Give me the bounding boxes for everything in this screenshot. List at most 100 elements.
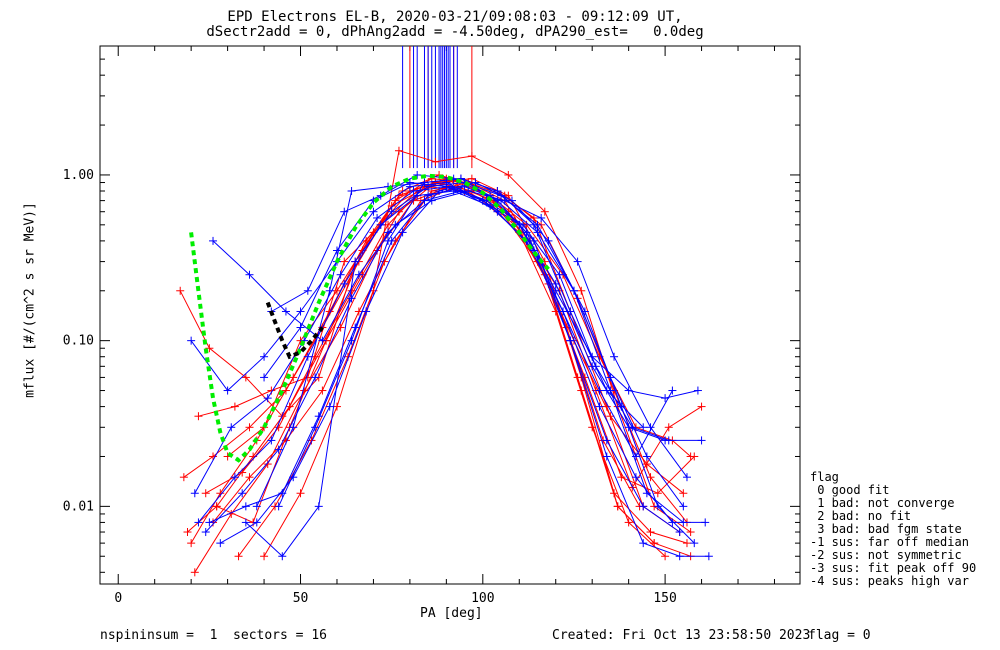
legend-item: -2 sus: not symmetric — [810, 548, 962, 562]
data-series-line — [263, 150, 691, 557]
data-point — [245, 423, 254, 432]
data-point — [267, 436, 276, 445]
data-point — [537, 213, 546, 222]
data-point — [209, 236, 218, 245]
legend-title: flag — [810, 470, 839, 484]
data-series-line — [220, 181, 695, 544]
data-series-line — [216, 178, 655, 544]
data-point — [252, 502, 261, 511]
data-point — [424, 182, 433, 191]
vertical-lines — [402, 46, 473, 169]
data-point — [245, 473, 254, 482]
data-series-line — [271, 174, 673, 458]
data-point — [263, 394, 272, 403]
data-point — [661, 552, 670, 561]
data-point — [573, 257, 582, 266]
data-point — [639, 423, 648, 432]
data-point — [682, 539, 691, 548]
data-point — [252, 518, 261, 527]
data-point — [216, 539, 225, 548]
data-point — [507, 196, 516, 205]
data-point — [555, 270, 564, 279]
fit-curve — [265, 301, 324, 360]
data-point — [347, 294, 356, 303]
data-point — [325, 286, 334, 295]
data-point — [336, 270, 345, 279]
data-point — [551, 279, 560, 288]
y-tick-label: 0.01 — [63, 499, 94, 514]
data-point — [187, 336, 196, 345]
data-point — [241, 518, 250, 527]
data-point — [234, 552, 243, 561]
data-point — [332, 402, 341, 411]
data-point — [668, 518, 677, 527]
data-point — [610, 352, 619, 361]
data-series-line — [198, 190, 706, 523]
data-point — [668, 386, 677, 395]
data-point — [679, 489, 688, 498]
data-point — [278, 552, 287, 561]
y-tick-label: 0.10 — [63, 334, 94, 349]
data-point — [435, 187, 444, 196]
data-point — [602, 452, 611, 461]
data-point — [420, 178, 429, 187]
data-point — [449, 187, 458, 196]
data-series-line — [278, 178, 680, 533]
data-point — [387, 207, 396, 216]
data-point — [201, 528, 210, 537]
data-point — [190, 568, 199, 577]
data-point — [679, 518, 688, 527]
data-series-line — [198, 180, 691, 457]
data-series-line — [194, 186, 702, 494]
data-point — [686, 452, 695, 461]
data-point — [190, 489, 199, 498]
data-point — [529, 236, 538, 245]
data-point — [274, 445, 283, 454]
data-point — [675, 528, 684, 537]
data-point — [347, 187, 356, 196]
data-point — [595, 386, 604, 395]
x-tick-label: 150 — [653, 591, 676, 606]
data-point — [529, 220, 538, 229]
data-point — [653, 489, 662, 498]
x-tick-label: 50 — [293, 591, 309, 606]
data-point — [241, 373, 250, 382]
data-point — [260, 352, 269, 361]
chart-title-line1: EPD Electrons EL-B, 2020-03-21/09:08:03 … — [227, 9, 683, 25]
data-point — [602, 436, 611, 445]
data-point — [351, 257, 360, 266]
x-axis-label: PA [deg] — [420, 606, 483, 621]
data-point — [260, 373, 269, 382]
data-point — [183, 528, 192, 537]
data-point — [296, 489, 305, 498]
data-point — [369, 207, 378, 216]
data-point — [263, 460, 272, 469]
data-point — [577, 286, 586, 295]
data-point — [413, 170, 422, 179]
data-point — [405, 178, 414, 187]
data-point — [701, 518, 710, 527]
data-point — [354, 270, 363, 279]
data-point — [639, 502, 648, 511]
x-tick-label: 100 — [471, 591, 494, 606]
data-point — [617, 473, 626, 482]
data-point — [340, 207, 349, 216]
data-point — [431, 157, 440, 166]
data-point — [201, 489, 210, 498]
data-point — [340, 257, 349, 266]
data-point — [467, 152, 476, 161]
data-series-line — [212, 181, 688, 523]
data-point — [289, 373, 298, 382]
data-point — [332, 286, 341, 295]
legend-item: 0 good fit — [810, 483, 890, 497]
data-point — [223, 386, 232, 395]
data-point — [311, 423, 320, 432]
data-point — [646, 473, 655, 482]
chart-title-line2: dSectr2add = 0, dPhAng2add = -4.50deg, d… — [206, 24, 704, 40]
data-series-line — [245, 181, 684, 557]
data-point — [373, 213, 382, 222]
footer-left: nspininsum = 1 sectors = 16 — [100, 628, 327, 643]
data-point — [504, 170, 513, 179]
data-point — [179, 473, 188, 482]
